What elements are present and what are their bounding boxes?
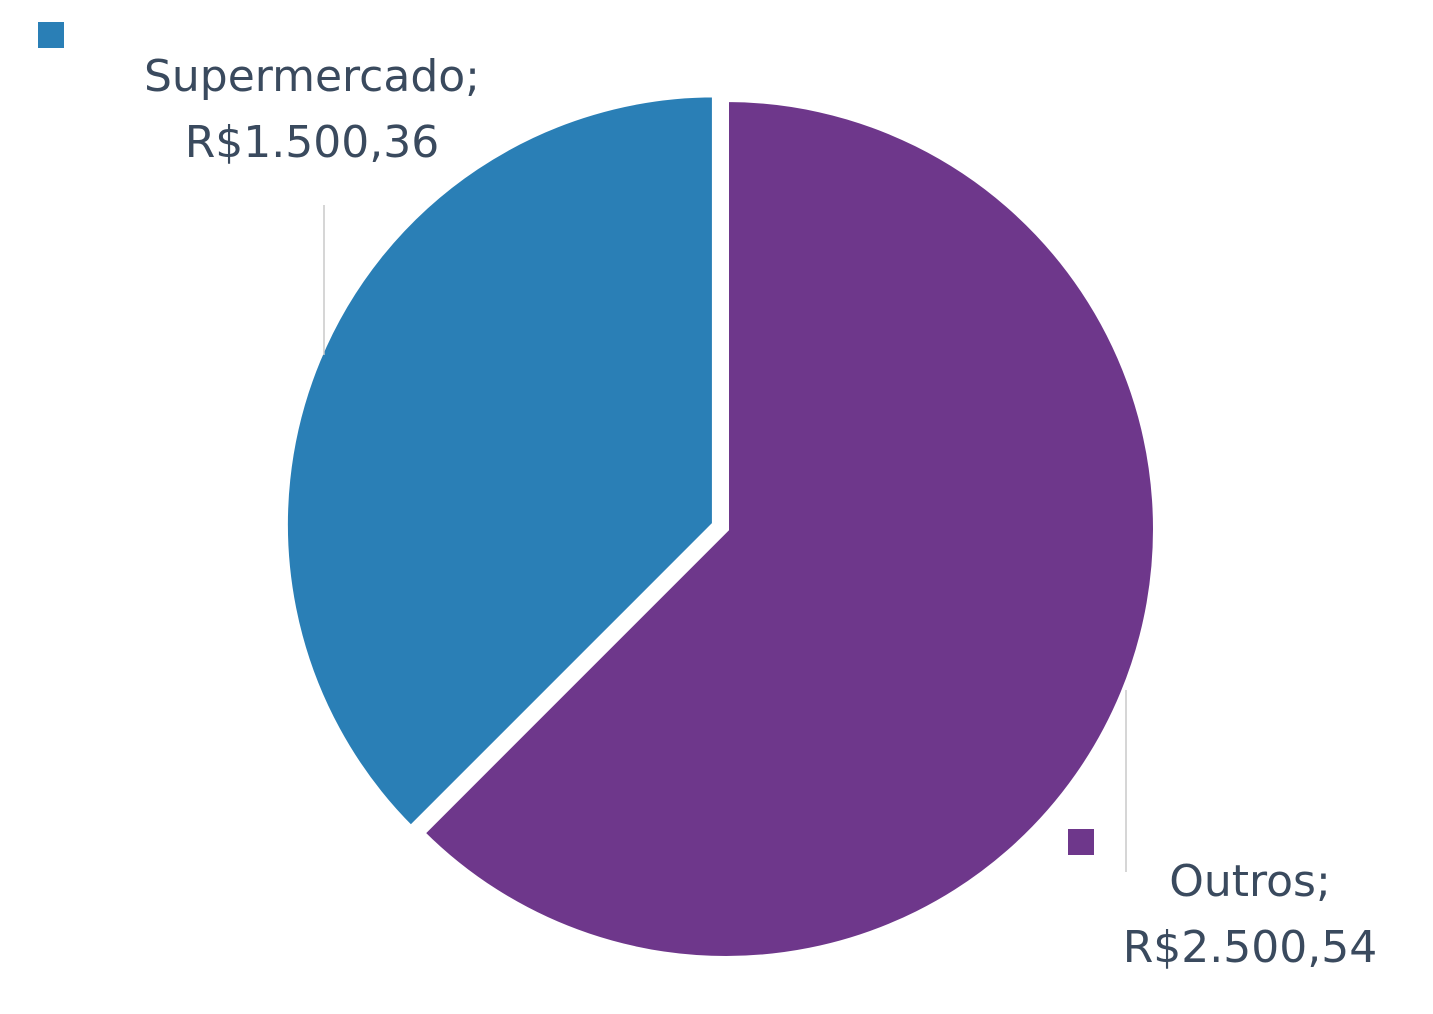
slice-label-supermercado-category: Supermercado; xyxy=(144,51,480,102)
legend-key-supermercado xyxy=(38,22,64,48)
pie-slices xyxy=(285,94,1156,959)
slice-label-outros-category: Outros; xyxy=(1169,856,1331,907)
slice-label-supermercado-value: R$1.500,36 xyxy=(185,117,440,168)
legend-key-outros xyxy=(1068,829,1094,855)
slice-label-outros-value: R$2.500,54 xyxy=(1123,922,1378,973)
